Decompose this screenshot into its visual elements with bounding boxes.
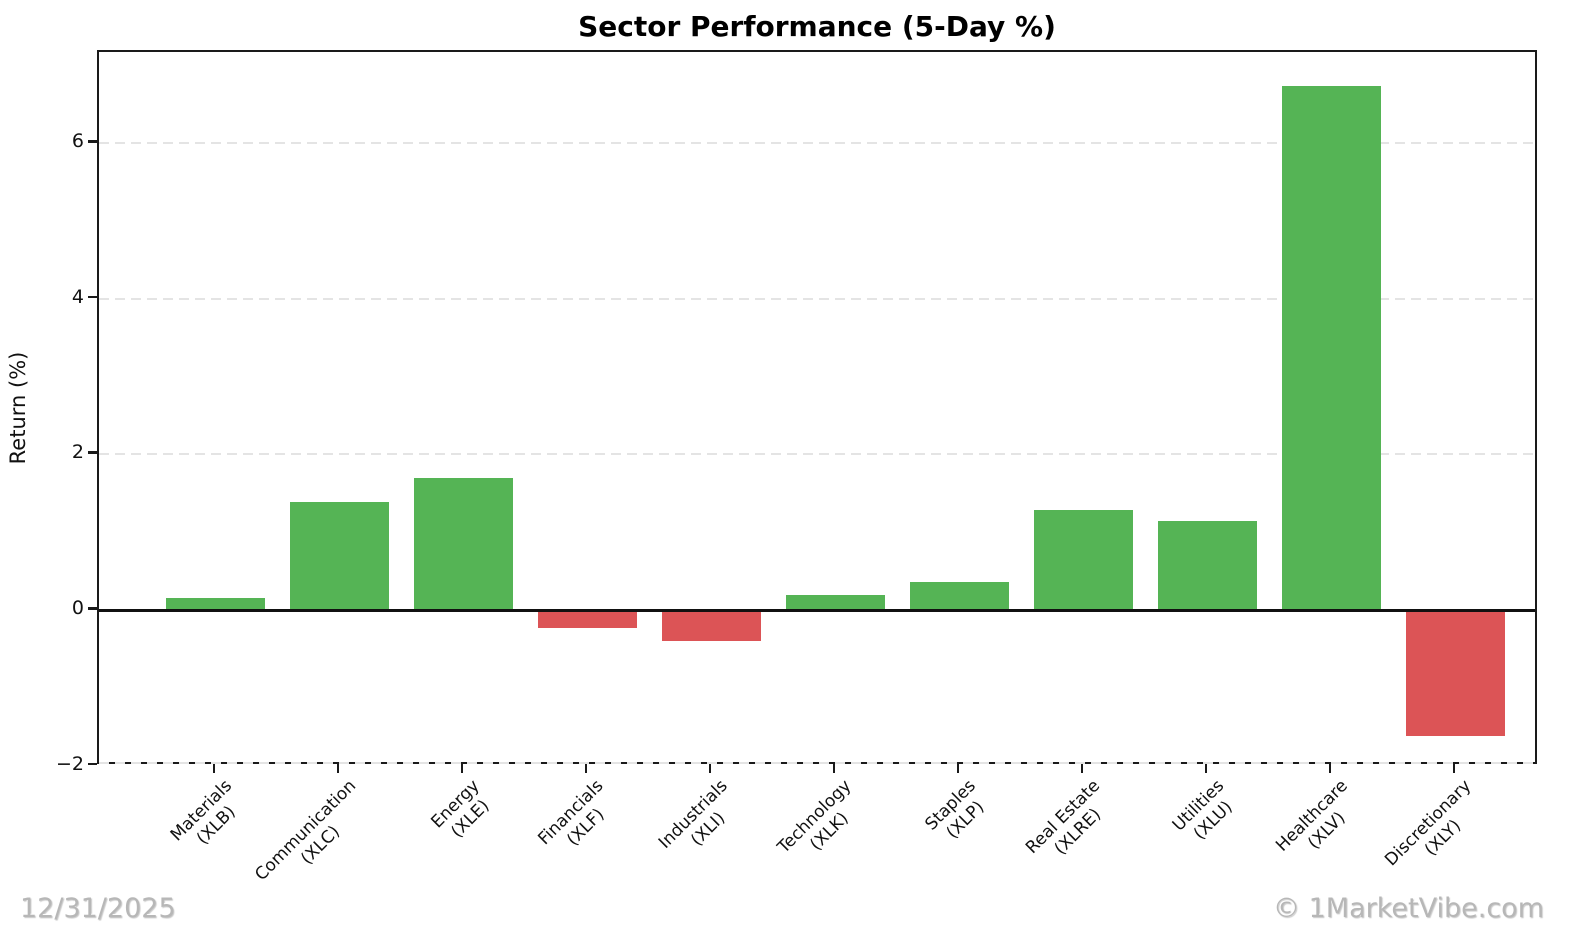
zero-line — [99, 608, 1535, 612]
gridline-y4 — [99, 297, 1535, 300]
y-tick-mark — [88, 295, 97, 299]
bar-real — [1034, 509, 1133, 610]
x-tick-mark — [1452, 764, 1455, 773]
x-tick-mark — [336, 764, 339, 773]
bar-communication — [290, 501, 389, 610]
gridline-y6 — [99, 142, 1535, 145]
bar-technology — [786, 595, 885, 610]
brand-watermark: © 1MarketVibe.com — [1273, 893, 1544, 924]
x-tick-mark — [832, 764, 835, 773]
x-tick-label-technology: Technology (XLK) — [774, 776, 856, 858]
bar-utilities — [1158, 521, 1257, 610]
y-tick-mark — [88, 607, 97, 610]
y-tick-label: 0 — [71, 597, 84, 619]
x-tick-label-real-estate: Real Estate (XLRE) — [1021, 776, 1105, 859]
x-tick-label-financials: Financials (XLF) — [534, 776, 609, 850]
y-tick-label: 4 — [71, 285, 84, 308]
gridline-y2 — [99, 453, 1535, 456]
y-tick-mark — [88, 762, 97, 766]
bar-staples — [910, 581, 1009, 610]
y-tick-label: −2 — [55, 752, 84, 775]
x-tick-mark — [708, 764, 711, 773]
date-watermark: 12/31/2025 — [20, 893, 176, 924]
plot-area — [97, 50, 1537, 764]
x-tick-label-energy: Energy (XLE) — [427, 776, 494, 842]
x-tick-label-industrials: Industrials (XLI) — [654, 776, 732, 853]
gridline-y-2 — [99, 762, 1535, 764]
bar-discretionary — [1406, 610, 1505, 737]
y-tick-label: 2 — [71, 441, 84, 464]
bar-industrials — [662, 610, 761, 642]
x-tick-mark — [460, 764, 463, 773]
x-tick-mark — [584, 764, 587, 773]
x-tick-mark — [1080, 764, 1083, 773]
bar-healthcare — [1282, 85, 1381, 610]
y-tick-mark — [88, 140, 97, 143]
x-tick-label-utilities: Utilities (XLU) — [1168, 776, 1236, 844]
x-tick-mark — [1328, 764, 1331, 773]
x-tick-label-materials: Materials (XLB) — [166, 776, 239, 849]
bar-financials — [538, 610, 637, 628]
x-tick-label-communication: Communication (XLC) — [250, 776, 360, 885]
x-tick-mark — [212, 764, 215, 773]
y-axis-label: Return (%) — [6, 351, 30, 465]
bar-materials — [166, 598, 265, 610]
x-tick-label-staples: Staples (XLP) — [921, 776, 988, 843]
x-tick-label-discretionary: Discretionary (XLY) — [1381, 776, 1476, 871]
y-tick-mark — [88, 451, 97, 454]
x-tick-mark — [1204, 764, 1207, 773]
bar-energy — [414, 477, 513, 610]
x-tick-label-healthcare: Healthcare (XLV) — [1271, 776, 1352, 856]
y-tick-label: 6 — [71, 130, 84, 153]
x-tick-mark — [956, 764, 959, 773]
chart-title: Sector Performance (5-Day %) — [578, 10, 1056, 43]
